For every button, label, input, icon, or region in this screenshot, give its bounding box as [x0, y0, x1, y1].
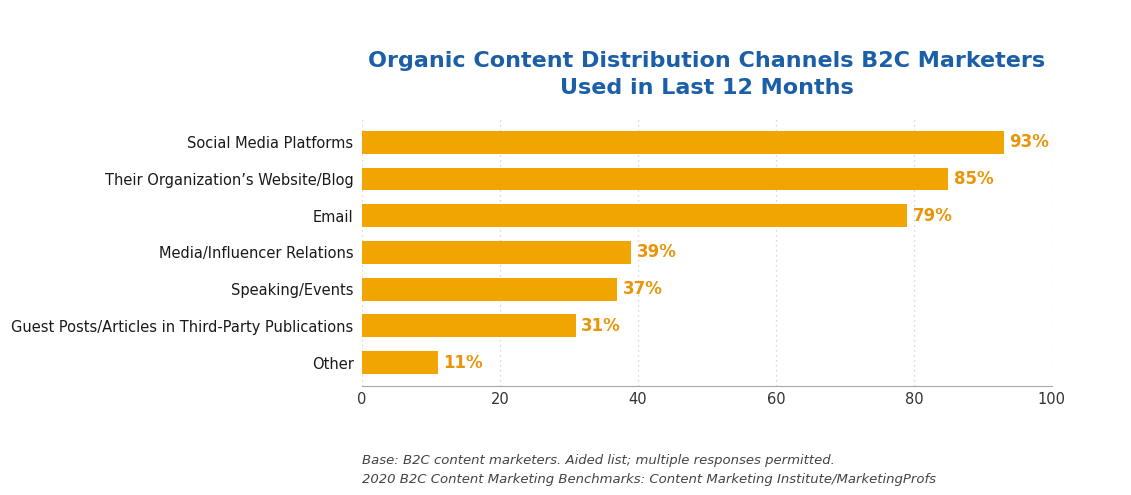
Text: 11%: 11%	[443, 353, 483, 372]
Text: 93%: 93%	[1009, 133, 1048, 151]
Text: 31%: 31%	[581, 317, 621, 335]
Text: 37%: 37%	[623, 280, 663, 298]
Bar	[362, 241, 631, 264]
Bar	[362, 204, 907, 227]
Bar	[362, 278, 618, 300]
Text: 39%: 39%	[637, 244, 676, 261]
Text: 79%: 79%	[913, 207, 952, 225]
Text: Base: B2C content marketers. Aided list; multiple responses permitted.
2020 B2C : Base: B2C content marketers. Aided list;…	[362, 454, 936, 486]
Bar	[362, 131, 1003, 154]
Title: Organic Content Distribution Channels B2C Marketers
Used in Last 12 Months: Organic Content Distribution Channels B2…	[369, 50, 1045, 98]
Bar	[362, 351, 438, 374]
Bar	[362, 168, 949, 191]
Bar	[362, 314, 576, 337]
Text: 85%: 85%	[953, 170, 993, 188]
